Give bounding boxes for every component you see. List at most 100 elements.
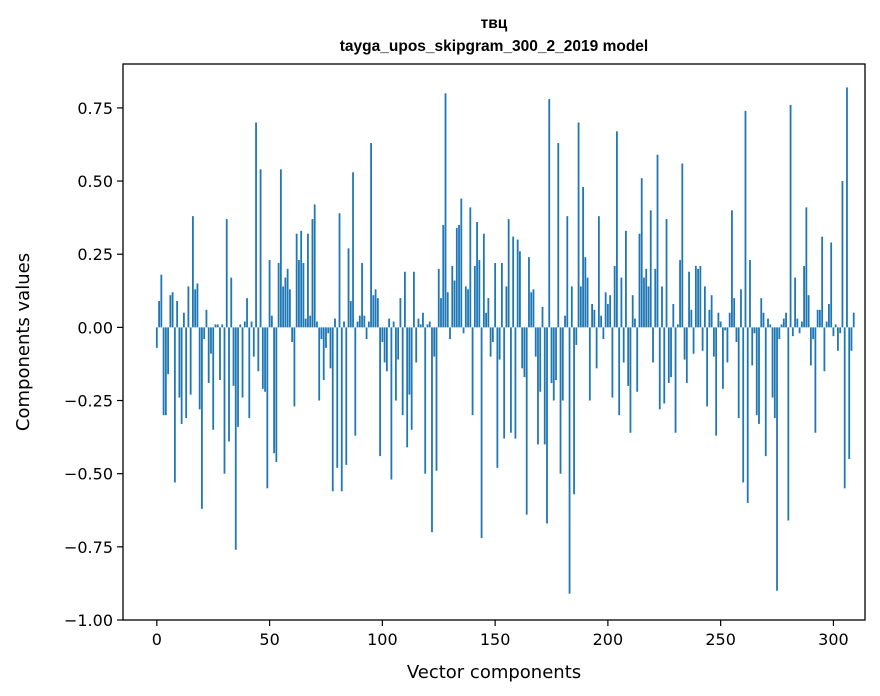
bar (361, 262, 363, 328)
y-tick-label: 0.25 (77, 245, 113, 264)
bar (575, 327, 578, 345)
bar (514, 327, 517, 439)
bar (809, 327, 812, 366)
bar (609, 295, 612, 328)
bar (273, 327, 275, 454)
bar (270, 315, 273, 328)
bar (548, 99, 551, 328)
bar (498, 327, 501, 360)
bar (746, 327, 749, 503)
bar (275, 327, 278, 462)
bar (670, 327, 672, 378)
bar (674, 327, 677, 433)
bar (449, 327, 451, 340)
bar (805, 207, 808, 328)
bar (419, 324, 422, 328)
bar (158, 301, 160, 328)
bar (225, 219, 228, 328)
bar (742, 327, 745, 483)
bar (169, 295, 172, 328)
bar (349, 301, 352, 328)
y-tick-label: −1.00 (64, 611, 113, 630)
x-tick-label: 0 (152, 630, 162, 649)
bar (724, 327, 727, 331)
bar (683, 327, 686, 360)
bar (719, 321, 722, 328)
bar (638, 233, 641, 328)
bar (309, 315, 312, 328)
bar (681, 163, 684, 328)
bar (180, 327, 183, 424)
bar (363, 315, 366, 328)
bar (189, 327, 192, 395)
bar (812, 327, 815, 340)
bar (338, 213, 341, 328)
bar (178, 327, 181, 398)
bar (295, 233, 298, 328)
bar (733, 298, 736, 328)
bar-series (155, 87, 855, 594)
bar (807, 295, 810, 328)
bar (374, 289, 377, 328)
chart-subtitle: tayga_upos_skipgram_300_2_2019 model (340, 38, 648, 55)
bar (821, 236, 824, 328)
bar (264, 327, 266, 392)
bar (758, 327, 760, 424)
y-tick-label: 0.75 (77, 99, 113, 118)
bar (699, 265, 702, 328)
bar (277, 262, 280, 328)
bar (692, 327, 695, 354)
bar (753, 327, 756, 334)
bar (640, 178, 643, 328)
bar (410, 327, 413, 430)
bar (557, 143, 560, 328)
bar (697, 268, 699, 328)
bar (832, 327, 835, 337)
bar (539, 327, 542, 392)
bar (613, 265, 616, 328)
bar (636, 327, 639, 392)
bar (451, 265, 454, 328)
bar (703, 286, 706, 328)
bar (755, 327, 758, 416)
x-tick-label: 250 (705, 630, 736, 649)
bar (767, 318, 769, 328)
x-tick-label: 200 (593, 630, 624, 649)
y-axis-label: Components values (13, 253, 34, 431)
bar (318, 327, 321, 401)
bar (800, 321, 803, 328)
bar (830, 242, 833, 328)
y-tick-label: −0.25 (64, 392, 113, 411)
bar (440, 298, 442, 328)
bar (690, 309, 693, 328)
bar (307, 233, 309, 328)
bar (582, 186, 584, 328)
bar (735, 327, 738, 342)
bar (203, 327, 206, 340)
bar (600, 315, 603, 328)
chart-title: твц (481, 15, 508, 32)
bar (828, 303, 830, 328)
bar (401, 327, 404, 416)
bar (489, 327, 492, 357)
bar (370, 143, 372, 328)
bar (643, 277, 645, 328)
bar (570, 286, 573, 328)
bar (846, 87, 848, 328)
bar (494, 262, 497, 328)
bar (223, 327, 226, 474)
bar (611, 327, 614, 398)
bar (311, 219, 314, 328)
bar (376, 298, 379, 328)
bar (803, 265, 805, 328)
bar (512, 236, 515, 328)
bar (365, 327, 368, 340)
bar (796, 318, 799, 328)
bar (234, 327, 237, 550)
bar (559, 327, 562, 474)
bar (329, 327, 332, 369)
bar (647, 286, 650, 328)
bar (737, 327, 740, 419)
y-axis-ticks: −1.00 −0.75 −0.50 −0.25 0.00 0.25 0.50 0.75 (64, 99, 123, 630)
bar (207, 327, 210, 383)
